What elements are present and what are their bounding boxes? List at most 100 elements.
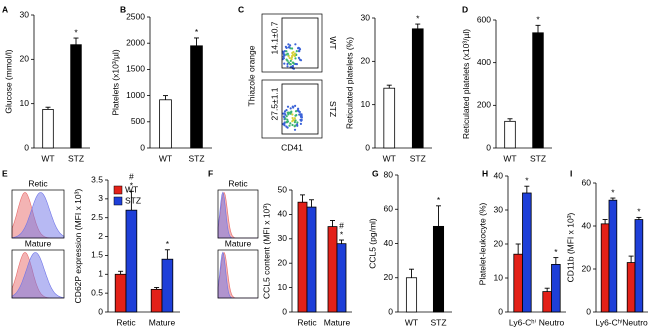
y-tick-label: 0	[98, 306, 103, 316]
flow-dot	[290, 58, 293, 61]
y-tick-label: 2	[98, 231, 103, 241]
flow-dot	[286, 118, 289, 121]
x-tick-label: STZ	[430, 317, 446, 327]
y-axis-label: Platelet-leukocyte (%)	[477, 202, 487, 285]
flow-dot	[299, 59, 303, 62]
x-tick-label: STZ	[188, 153, 204, 163]
flow-dot	[283, 53, 286, 57]
flow-dot	[289, 107, 292, 110]
y-tick-label: 50	[278, 184, 288, 194]
bar	[542, 291, 552, 313]
bar	[383, 87, 396, 149]
y-tick-label: 30	[278, 233, 288, 243]
significance-marker: #	[339, 220, 344, 230]
significance-marker: *	[166, 239, 170, 249]
y-tick-label: 20	[384, 272, 394, 282]
significance-marker: *	[130, 181, 134, 191]
y-tick-label: 1500	[126, 64, 145, 74]
panel-letter: F	[208, 168, 213, 178]
y-tick-label: 0.5	[91, 287, 103, 297]
flow-dot	[291, 116, 294, 120]
flow-dot	[286, 65, 289, 68]
y-tick-label: 10	[278, 282, 288, 292]
flow-dot	[291, 113, 294, 116]
legend-label: STZ	[125, 195, 141, 205]
bar	[551, 263, 561, 313]
flow-dot	[295, 114, 298, 117]
bar	[327, 226, 338, 313]
x-tick-label: WT	[41, 153, 54, 163]
flow-dot	[282, 55, 285, 58]
x-tick-label: WT	[159, 153, 172, 163]
flow-dot	[289, 59, 292, 63]
y-tick-label: 40	[582, 220, 592, 230]
y-axis-label: CD11b (MFI x 10³)	[565, 212, 575, 282]
y-tick-label: 3.5	[91, 174, 103, 184]
flow-dot	[294, 43, 297, 46]
gate-value: 14.1±0.7	[269, 21, 279, 54]
y-tick-label: 20	[582, 263, 592, 273]
bar	[600, 223, 610, 313]
flow-dot	[293, 52, 296, 56]
panel-letter: B	[120, 4, 126, 14]
flow-dot	[294, 57, 297, 60]
flow-dot	[298, 48, 301, 51]
flow-dot	[287, 113, 290, 116]
bar	[336, 243, 347, 313]
flow-dot	[286, 121, 289, 124]
y-tick-label: 20	[361, 56, 371, 66]
flow-dot	[297, 107, 300, 110]
flow-dot	[293, 128, 297, 131]
x-tick-label: WT	[503, 153, 516, 163]
y-tick-label: 20	[494, 238, 504, 248]
y-tick-label: 500	[131, 116, 145, 126]
y-tick-label: 80	[384, 169, 394, 179]
x-tick-label: STZ	[410, 153, 426, 163]
bar	[114, 273, 127, 313]
flow-dot	[283, 110, 287, 113]
x-tick-label: STZ	[530, 153, 546, 163]
bar	[150, 288, 163, 313]
flow-dot	[299, 122, 302, 125]
flow-dot	[285, 115, 288, 118]
y-tick-label: 60	[582, 177, 592, 187]
flow-gate	[281, 83, 319, 135]
flow-dot	[291, 61, 294, 64]
y-axis-label: Reticulated platelets (%)	[344, 37, 354, 129]
y-tick-label: 30	[361, 12, 371, 22]
histogram-curve	[11, 252, 65, 299]
flow-dot	[289, 44, 292, 47]
legend-swatch	[113, 196, 123, 206]
histogram-frame	[11, 249, 65, 299]
flow-dot	[294, 110, 298, 113]
row-label: WT	[328, 36, 338, 49]
bar	[504, 120, 516, 149]
y-tick-label: 10	[494, 272, 504, 282]
bar	[405, 277, 418, 313]
flow-dot	[289, 63, 292, 66]
y-axis-label: CCL5 content (MFI x 10³)	[261, 203, 271, 299]
flow-dot	[295, 63, 298, 66]
legend-swatch	[113, 185, 123, 195]
histogram-label: Mature	[225, 238, 252, 248]
flow-dot	[286, 62, 289, 66]
y-tick-label: 10	[20, 98, 30, 108]
y-tick-label: 2.5	[91, 212, 103, 222]
significance-marker: *	[637, 207, 641, 217]
flow-y-label: Thiazole orange	[246, 45, 256, 106]
histogram-label: Mature	[25, 238, 52, 248]
y-tick-label: 200	[477, 100, 491, 110]
flow-dot	[296, 121, 299, 124]
flow-dot	[298, 113, 301, 116]
flow-dot	[289, 122, 292, 125]
histogram-curve	[217, 191, 258, 239]
flow-dot	[284, 117, 287, 120]
flow-dot	[288, 124, 291, 127]
flow-dot	[287, 43, 290, 46]
flow-dot	[297, 50, 301, 53]
significance-marker: *	[74, 27, 78, 37]
flow-dot	[291, 105, 294, 108]
y-tick-label: 0	[365, 142, 370, 152]
panel-letter: H	[482, 168, 488, 178]
